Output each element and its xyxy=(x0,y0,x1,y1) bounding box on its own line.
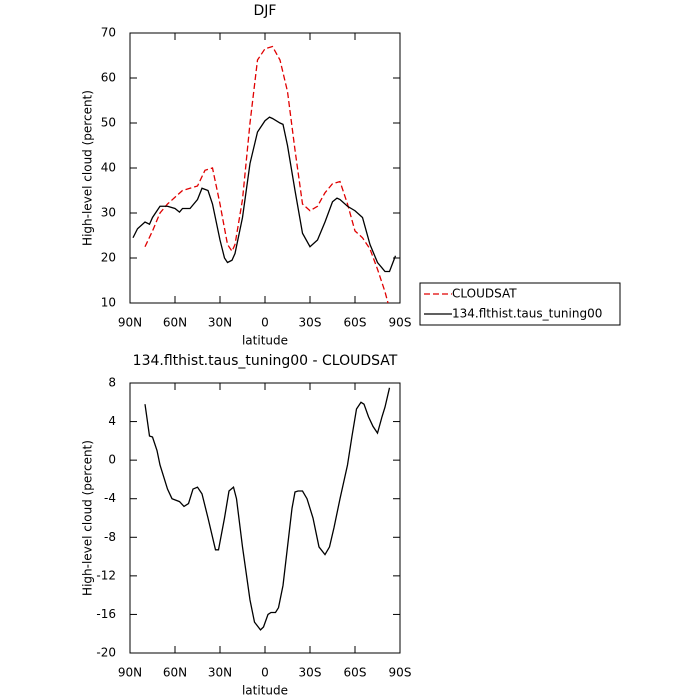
x-tick-label: 90N xyxy=(118,316,142,330)
y-tick-label: 20 xyxy=(101,251,116,265)
x-tick-label: 0 xyxy=(261,666,269,680)
chart-title: 134.flthist.taus_tuning00 - CLOUDSAT xyxy=(133,353,398,369)
y-tick-label: -8 xyxy=(104,530,116,544)
data-line xyxy=(144,387,391,631)
y-tick-label: 50 xyxy=(101,116,116,130)
y-tick-label: -4 xyxy=(104,491,116,505)
x-axis-label: latitude xyxy=(242,334,288,348)
x-tick-label: 60N xyxy=(163,666,187,680)
y-tick-label: 10 xyxy=(101,296,116,310)
y-tick-label: -16 xyxy=(96,607,116,621)
legend-label: CLOUDSAT xyxy=(452,287,517,301)
legend-box xyxy=(419,282,621,326)
y-tick-label: -20 xyxy=(96,646,116,660)
y-tick-label: 40 xyxy=(101,161,116,175)
x-tick-label: 90S xyxy=(389,666,412,680)
x-axis-label: latitude xyxy=(242,684,288,698)
y-tick-label: -12 xyxy=(96,568,116,582)
x-tick-label: 60S xyxy=(344,666,367,680)
y-tick-label: 30 xyxy=(101,206,116,220)
x-tick-label: 90N xyxy=(118,666,142,680)
y-tick-label: 4 xyxy=(108,414,116,428)
y-axis-label: High-level cloud (percent) xyxy=(81,440,95,596)
x-tick-label: 30N xyxy=(208,666,232,680)
y-tick-label: 8 xyxy=(108,376,116,390)
data-line xyxy=(144,45,389,304)
x-tick-label: 30S xyxy=(299,316,322,330)
plot-frame xyxy=(129,382,401,654)
legend-label: 134.flthist.taus_tuning00 xyxy=(452,307,602,321)
plot-frame xyxy=(129,32,401,304)
y-axis-label: High-level cloud (percent) xyxy=(81,90,95,246)
y-tick-label: 60 xyxy=(101,71,116,85)
x-tick-label: 60N xyxy=(163,316,187,330)
x-tick-label: 30N xyxy=(208,316,232,330)
x-tick-label: 60S xyxy=(344,316,367,330)
y-tick-label: 0 xyxy=(108,453,116,467)
x-tick-label: 90S xyxy=(389,316,412,330)
y-tick-label: 70 xyxy=(101,26,116,40)
x-tick-label: 0 xyxy=(261,316,269,330)
data-line xyxy=(132,116,397,273)
chart-title: DJF xyxy=(254,3,277,19)
x-tick-label: 30S xyxy=(299,666,322,680)
